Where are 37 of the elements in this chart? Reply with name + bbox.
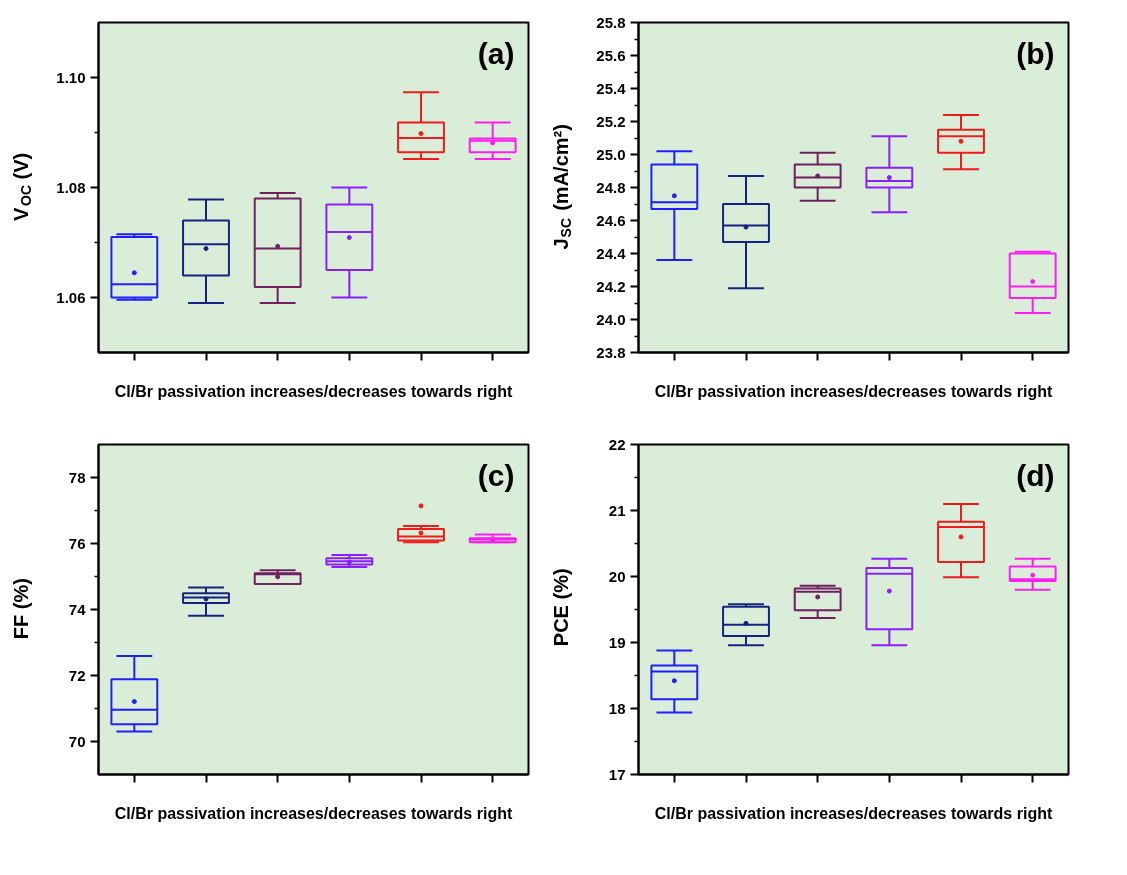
y-tick-label: 24.0	[596, 310, 626, 328]
y-tick-label: 22	[608, 435, 626, 453]
x-axis-title: Cl/Br passivation increases/decreases towards right	[654, 804, 1053, 822]
y-tick-label: 72	[68, 666, 86, 684]
x-axis-title: Cl/Br passivation increases/decreases towards right	[654, 382, 1053, 400]
y-tick-label: 24.4	[596, 244, 627, 262]
annotation: (b)	[1016, 36, 1055, 70]
y-tick-label: 19	[608, 633, 626, 651]
y-axis-title: JSC (mA/cm²)	[549, 124, 574, 250]
y-tick-label: 78	[68, 468, 86, 486]
y-tick-label: 21	[608, 501, 626, 519]
y-axis-title: FF (%)	[9, 578, 32, 640]
y-tick-label: 24.6	[596, 211, 626, 229]
y-tick-label: 23.8	[596, 343, 626, 361]
y-tick-label: 1.06	[56, 288, 86, 306]
y-tick-label: 1.08	[56, 178, 86, 196]
x-axis-title: Cl/Br passivation increases/decreases towards right	[114, 804, 513, 822]
y-tick-label: 18	[608, 699, 626, 717]
annotation: (a)	[477, 36, 515, 70]
x-axis-title: Cl/Br passivation increases/decreases towards right	[114, 382, 513, 400]
y-tick-label: 1.10	[56, 68, 86, 86]
y-tick-label: 70	[68, 732, 86, 750]
y-tick-label: 24.8	[596, 178, 626, 196]
y-tick-label: 76	[68, 534, 86, 552]
annotation: (c)	[477, 458, 515, 492]
y-tick-label: 24.2	[596, 277, 626, 295]
y-tick-label: 25.2	[596, 112, 626, 130]
y-tick-label: 17	[608, 765, 626, 783]
y-tick-label: 20	[608, 567, 626, 585]
y-axis-title: PCE (%)	[549, 568, 572, 647]
annotation: (d)	[1016, 458, 1055, 492]
y-tick-label: 25.0	[596, 145, 626, 163]
y-tick-label: 25.8	[596, 13, 626, 31]
y-axis-title: VOC (V)	[9, 152, 34, 221]
y-tick-label: 25.4	[596, 79, 627, 97]
y-tick-label: 74	[68, 600, 87, 618]
y-tick-label: 25.6	[596, 46, 626, 64]
